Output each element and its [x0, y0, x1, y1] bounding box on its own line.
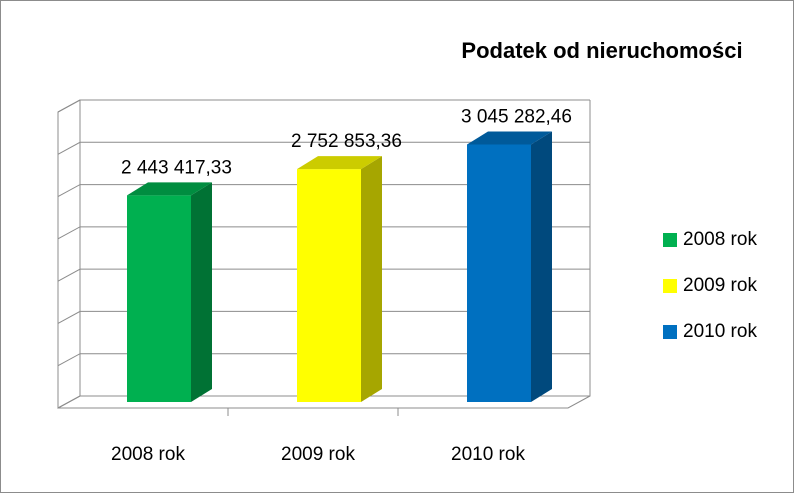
- legend-label: 2009 rok: [683, 275, 757, 296]
- grid-line: [57, 310, 590, 324]
- bar-front: [297, 169, 361, 402]
- bar-front: [467, 144, 531, 402]
- x-tick-label: 2008 rok: [111, 444, 185, 465]
- legend-swatch: [663, 233, 677, 247]
- bar-top: [467, 131, 552, 145]
- bar-side: [531, 131, 552, 402]
- data-label: 2 752 853,36: [291, 131, 402, 152]
- bar: [297, 156, 382, 402]
- bar-front: [127, 195, 191, 402]
- data-label: 2 443 417,33: [121, 157, 232, 178]
- bar-side: [191, 182, 212, 402]
- bar: [127, 182, 212, 402]
- grid-line: [57, 395, 590, 409]
- x-tick-label: 2009 rok: [281, 444, 355, 465]
- bar-top: [127, 182, 212, 196]
- bar-top: [297, 156, 382, 170]
- chart-title: Podatek od nieruchomości: [461, 38, 742, 63]
- grid-line: [57, 99, 590, 113]
- grid-line: [57, 141, 590, 155]
- legend-swatch: [663, 279, 677, 293]
- grid-line: [57, 226, 590, 240]
- bar: [467, 131, 552, 402]
- legend-swatch: [663, 325, 677, 339]
- x-tick-label: 2010 rok: [451, 444, 525, 465]
- grid-line: [57, 184, 590, 198]
- data-label: 3 045 282,46: [461, 106, 572, 127]
- grid-line: [57, 353, 590, 367]
- bar-side: [361, 156, 382, 402]
- legend-label: 2010 rok: [683, 321, 757, 342]
- grid-line: [57, 268, 590, 282]
- legend-label: 2008 rok: [683, 229, 757, 250]
